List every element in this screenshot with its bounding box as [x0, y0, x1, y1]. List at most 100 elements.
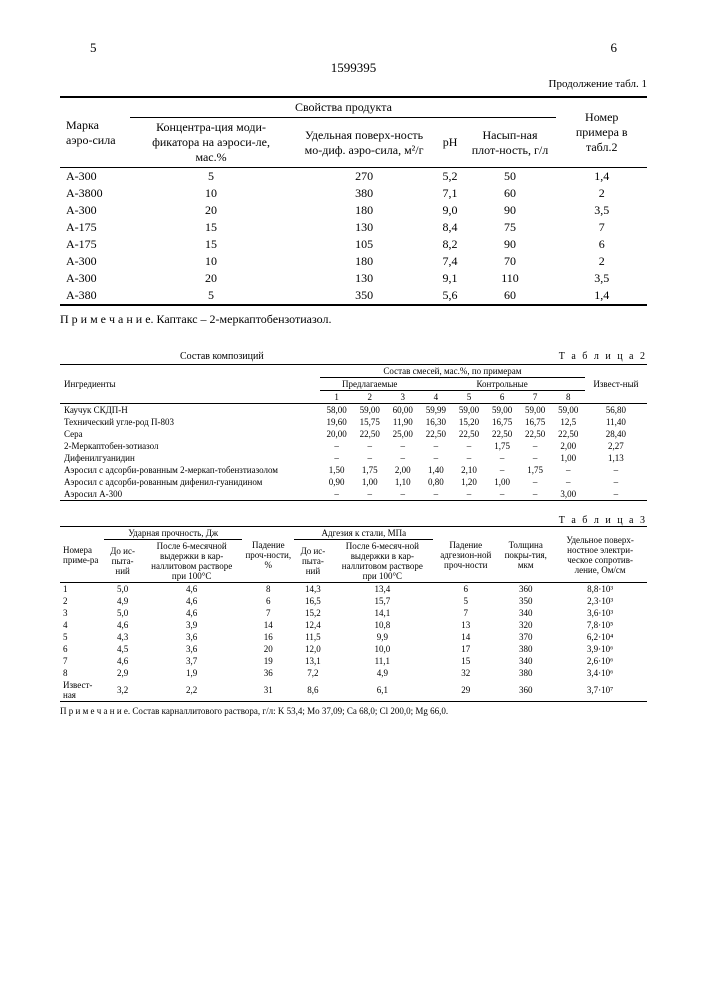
table-col-num: 1 [320, 391, 353, 404]
t1-col-surface: Удельная поверх-ность мо-диф. аэро-силa,… [292, 118, 437, 168]
table-cell: 14,1 [331, 607, 433, 619]
table-cell: 22,50 [486, 428, 519, 440]
t3-col-adh-after: После 6-месяч-ной выдержки в кар-наллито… [331, 540, 433, 583]
table-cell: – [320, 488, 353, 501]
table-cell: 20 [242, 643, 294, 655]
table-cell: – [320, 452, 353, 464]
table-cell: 5 [433, 595, 498, 607]
table-cell: – [552, 464, 585, 476]
table-col-num: 3 [386, 391, 419, 404]
table-cell: 1,75 [486, 440, 519, 452]
table-cell: 5,0 [104, 607, 141, 619]
t3-group-impact: Ударная прочность, Дж [104, 527, 242, 540]
table-cell: 22,50 [552, 428, 585, 440]
document-number: 1599395 [60, 60, 647, 76]
table-cell: 2 [60, 595, 104, 607]
table-cell: 22,50 [452, 428, 485, 440]
table-cell: 1,00 [353, 476, 386, 488]
t2-col-known: Извест-ный [585, 365, 647, 404]
table-cell: – [486, 452, 519, 464]
table-cell: – [519, 440, 552, 452]
table-cell: 320 [498, 619, 553, 631]
table-cell: 3,2 [104, 679, 141, 702]
table-cell: 1,00 [486, 476, 519, 488]
table-cell: 8,6 [294, 679, 331, 702]
table-cell: 5 [60, 631, 104, 643]
table-cell: 8 [242, 583, 294, 596]
table-cell: 19 [242, 655, 294, 667]
table-cell: 110 [464, 270, 557, 287]
table-cell: 6 [60, 643, 104, 655]
table-cell: 6,2·10⁴ [553, 631, 647, 643]
page-right: 6 [611, 40, 618, 56]
table-cell: 8 [60, 667, 104, 679]
table-cell: 4,3 [104, 631, 141, 643]
table-col-num: 7 [519, 391, 552, 404]
table-cell: 1,4 [556, 287, 647, 305]
t3-col-drop-strength: Падение проч-ности, % [242, 527, 294, 583]
table-cell: 59,00 [486, 404, 519, 417]
table-cell: Извест-ная [60, 679, 104, 702]
table-cell: 90 [464, 236, 557, 253]
table-cell: – [452, 452, 485, 464]
table-cell: 4,6 [141, 583, 242, 596]
t3-col-resist: Удельное поверх-ностное электри-ческое с… [553, 527, 647, 583]
t1-col-conc: Концентра-ция моди-фикатора на аэроси-ле… [130, 118, 291, 168]
table-cell: 4,6 [104, 655, 141, 667]
table-cell: 180 [292, 253, 437, 270]
table-cell: 3,5 [556, 270, 647, 287]
t2-sub-control: Контрольные [419, 378, 584, 391]
table-cell: 1,20 [452, 476, 485, 488]
t3-col-adh-before: До ис-пыта-ний [294, 540, 331, 583]
table-row-name: Дифенилгуанидин [60, 452, 320, 464]
table-cell: 15,2 [294, 607, 331, 619]
page-left: 5 [90, 40, 97, 56]
table-cell: 22,50 [519, 428, 552, 440]
table-cell: 130 [292, 270, 437, 287]
table-cell: 1,13 [585, 452, 647, 464]
table-cell: – [452, 440, 485, 452]
table-cell: 60 [464, 185, 557, 202]
table-cell: 15 [130, 236, 291, 253]
table-row-name: Аэросил А-300 [60, 488, 320, 501]
table-cell: 3,9·10⁶ [553, 643, 647, 655]
table-col-num: 2 [353, 391, 386, 404]
t1-col-ph: pH [437, 118, 464, 168]
table-cell: – [452, 488, 485, 501]
table-cell: 1,75 [519, 464, 552, 476]
table-cell: 9,9 [331, 631, 433, 643]
table-col-num: 4 [419, 391, 452, 404]
t3-group-adhesion: Адгезия к стали, МПа [294, 527, 433, 540]
table-cell: 7 [433, 607, 498, 619]
table-cell: 14,3 [294, 583, 331, 596]
table-cell: 1,4 [556, 168, 647, 186]
table-2: Ингредиенты Состав смесей, мас.%, по при… [60, 364, 647, 501]
table-cell: 12,4 [294, 619, 331, 631]
table-cell: 5,0 [104, 583, 141, 596]
table-cell: 9,0 [437, 202, 464, 219]
table-cell: 5 [130, 168, 291, 186]
table-cell: 19,60 [320, 416, 353, 428]
table-cell: 340 [498, 607, 553, 619]
table-cell: – [353, 440, 386, 452]
table-cell: 5 [130, 287, 291, 305]
t3-col-num: Номера приме-ра [60, 527, 104, 583]
table-cell: 4,9 [331, 667, 433, 679]
table-cell: 32 [433, 667, 498, 679]
table-cell: 7 [556, 219, 647, 236]
table-cell: 59,00 [353, 404, 386, 417]
table-cell: 340 [498, 655, 553, 667]
table-cell: 3,6·10³ [553, 607, 647, 619]
table-cell: – [585, 476, 647, 488]
table-cell: – [585, 488, 647, 501]
table-cell: – [419, 440, 452, 452]
table-cell: 2,2 [141, 679, 242, 702]
table-cell: 16,75 [519, 416, 552, 428]
table2-caption-right: Т а б л и ц а 2 [559, 351, 647, 362]
t2-col-ingredient: Ингредиенты [60, 365, 320, 404]
table-cell: 360 [498, 583, 553, 596]
table-cell: 70 [464, 253, 557, 270]
table-cell: 3,7 [141, 655, 242, 667]
table-cell: 180 [292, 202, 437, 219]
table-cell: – [486, 488, 519, 501]
